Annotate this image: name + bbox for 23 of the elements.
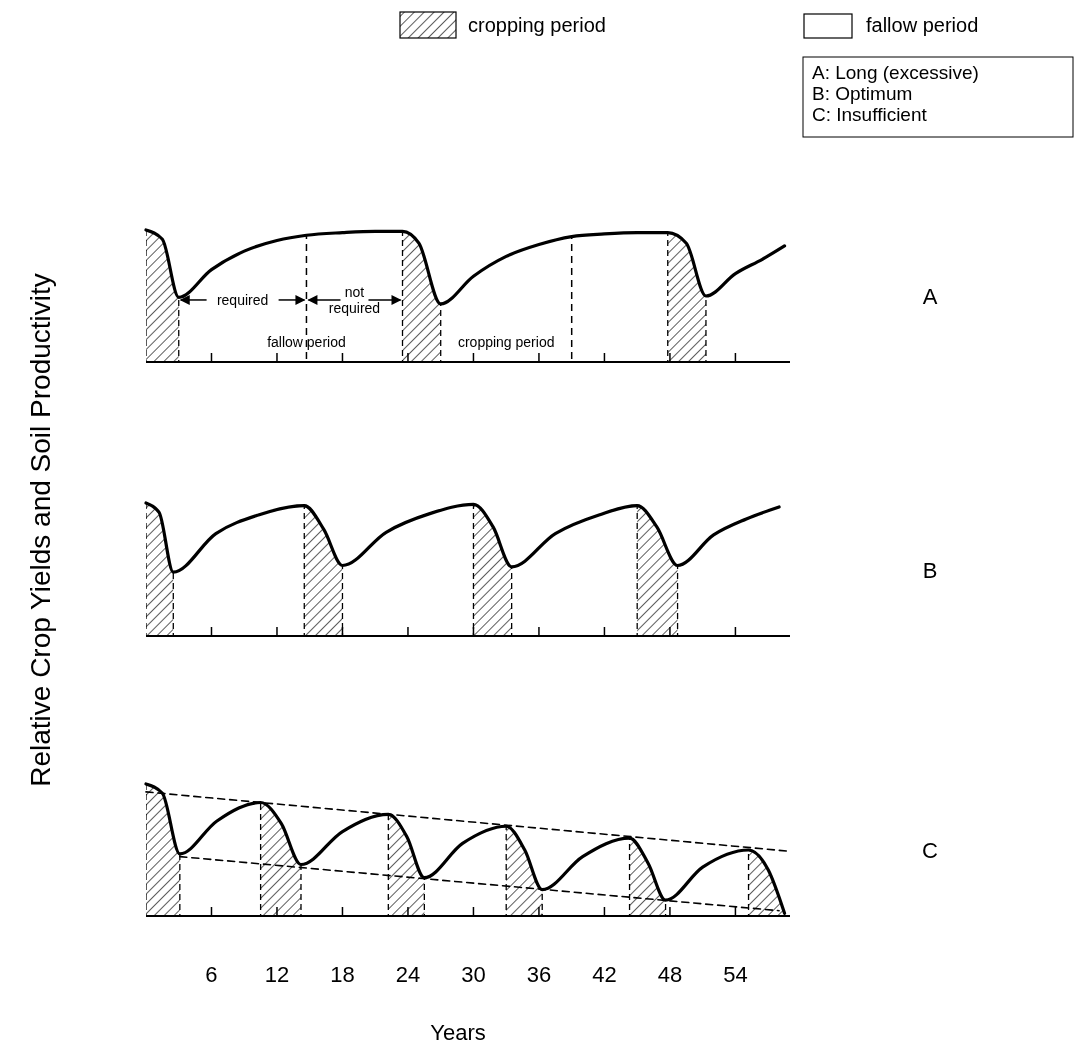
x-tick-label: 30 — [461, 962, 486, 987]
x-tick-label: 54 — [723, 962, 748, 987]
x-tick-label: 18 — [330, 962, 355, 987]
x-tick-label: 12 — [264, 962, 290, 987]
text: A: Long (excessive) — [812, 62, 979, 83]
annotation: required — [216, 291, 269, 308]
text: B: Optimum — [812, 83, 913, 104]
text: C: Insufficient — [812, 104, 928, 125]
x-tick-label: 24 — [395, 962, 421, 987]
y-axis-title: Relative Crop Yields and Soil Productivity — [25, 273, 56, 787]
x-tick-label: 42 — [592, 962, 617, 987]
text: cropping period — [468, 14, 606, 36]
annotation: cropping period — [457, 334, 555, 351]
text: fallow period — [866, 14, 979, 36]
x-axis-title: Years — [430, 1020, 486, 1045]
x-tick-label: 36 — [526, 962, 552, 987]
text: A — [922, 284, 938, 309]
text: B — [922, 557, 938, 583]
x-tick-label: 6 — [205, 962, 218, 987]
x-tick-label: 48 — [657, 962, 683, 987]
annotation: fallow period — [267, 334, 346, 351]
annotation: not required — [328, 283, 381, 316]
text: C — [922, 838, 939, 863]
